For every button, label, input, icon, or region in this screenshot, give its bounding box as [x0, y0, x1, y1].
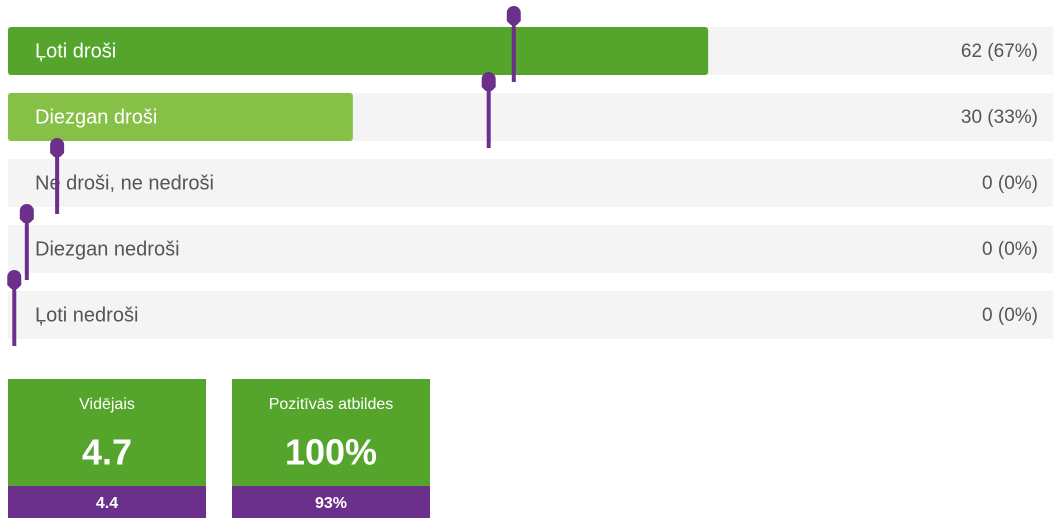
- category-label: Diezgan droši: [35, 106, 157, 128]
- value-label: 0 (0%): [982, 173, 1038, 194]
- category-label: Diezgan nedroši: [35, 238, 180, 260]
- benchmark-marker: [7, 270, 22, 346]
- benchmark-marker: [19, 204, 34, 280]
- marker-line: [55, 151, 60, 214]
- marker-head: [7, 270, 22, 289]
- category-label: Ne droši, ne nedroši: [35, 172, 214, 194]
- tile-value: 100%: [285, 432, 377, 473]
- bar-track: [8, 225, 1053, 273]
- tile-title: Pozitīvās atbildes: [269, 396, 394, 413]
- tile-top: [232, 379, 430, 486]
- value-label: 0 (0%): [982, 239, 1038, 260]
- bar-track: [8, 291, 1053, 339]
- marker-head: [50, 138, 65, 157]
- marker-line: [24, 217, 29, 280]
- value-label: 30 (33%): [961, 107, 1038, 128]
- tile-top: [8, 379, 206, 486]
- value-label: 0 (0%): [982, 305, 1038, 326]
- marker-head: [481, 72, 496, 91]
- value-label: 62 (67%): [961, 41, 1038, 62]
- marker-line: [12, 283, 17, 346]
- bar: [8, 93, 353, 141]
- tile-benchmark: 93%: [315, 495, 347, 512]
- marker-head: [19, 204, 34, 223]
- marker-head: [506, 5, 521, 26]
- marker-line: [486, 85, 491, 148]
- tile-title: Vidējais: [79, 396, 135, 413]
- tile-value: 4.7: [82, 432, 132, 473]
- tile-benchmark: 4.4: [96, 495, 118, 512]
- marker-line: [511, 19, 516, 82]
- bar-track: [8, 159, 1053, 207]
- tile-bottom: [232, 486, 430, 518]
- benchmark-marker: [506, 5, 521, 82]
- tile-bottom: [8, 486, 206, 518]
- benchmark-marker: [481, 72, 496, 148]
- benchmark-marker: [50, 138, 65, 214]
- category-label: Ļoti nedroši: [35, 304, 138, 326]
- bar: [8, 27, 709, 75]
- category-label: Ļoti droši: [35, 40, 116, 62]
